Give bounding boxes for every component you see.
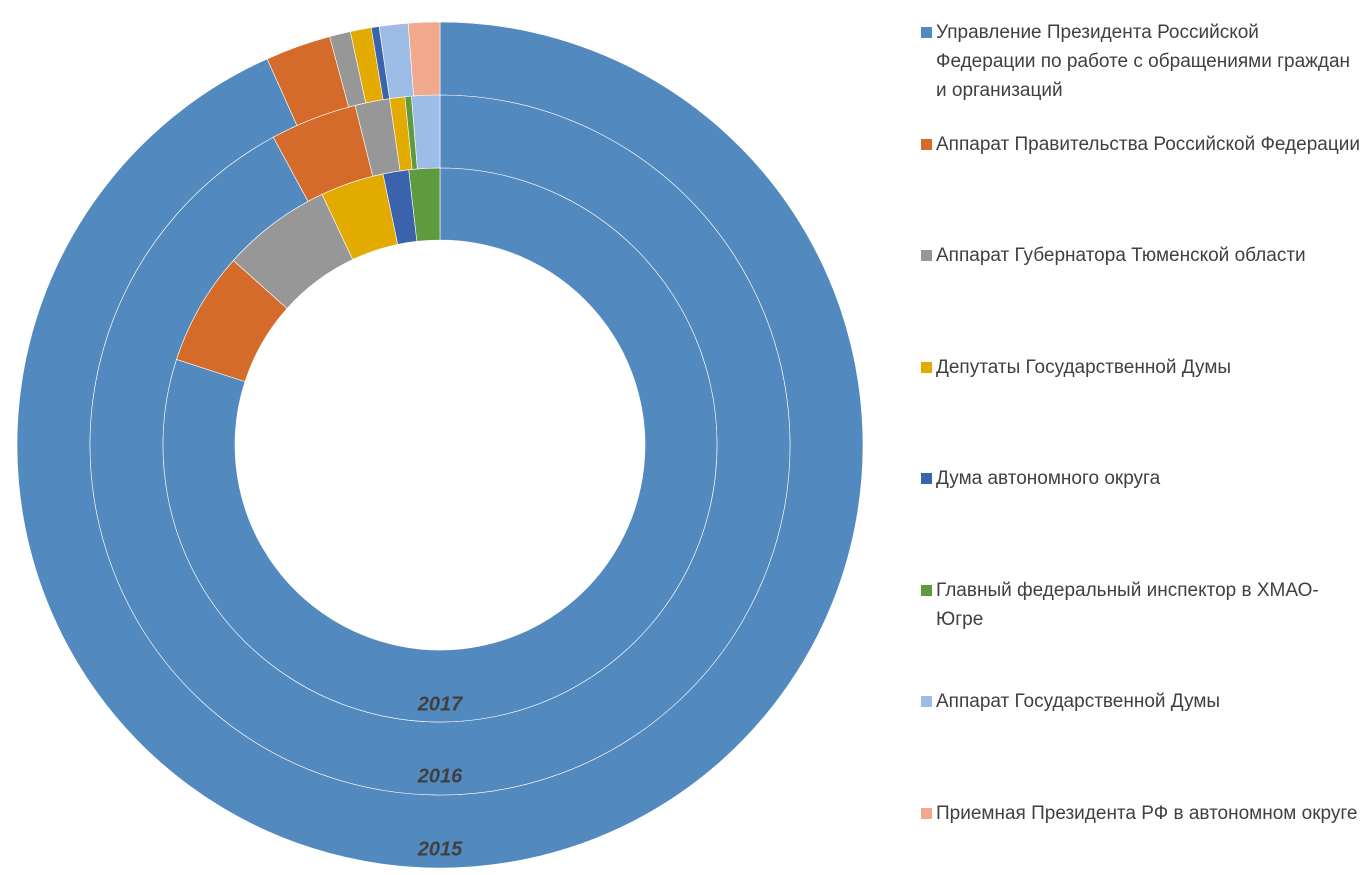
legend-swatch	[921, 584, 932, 596]
legend-label: Приемная Президента РФ в автономном окру…	[936, 802, 1358, 824]
legend-swatch	[921, 27, 932, 38]
legend-label: Аппарат Губернатора Тюменской области	[936, 245, 1306, 266]
legend-swatch	[921, 361, 932, 373]
donut-segment	[407, 21, 441, 97]
chart: 2015 2016 2017	[16, 21, 864, 869]
legend-swatch	[921, 696, 932, 707]
legend-item: Аппарат Правительства Российской Федерац…	[921, 130, 1361, 159]
legend-item: Управление Президента Российской Федерац…	[921, 18, 1361, 105]
legend-item: Главный федеральный инспектор в ХМАО-Югр…	[921, 576, 1361, 634]
legend-label: Депутаты Государственной Думы	[936, 356, 1232, 378]
legend-swatch	[921, 138, 932, 150]
legend-label: Главный федеральный инспектор в ХМАО-Югр…	[936, 579, 1319, 630]
ring-label: 2015	[417, 838, 463, 860]
donut-segment	[162, 167, 718, 723]
legend-item: Аппарат Государственной Думы	[921, 687, 1361, 716]
legend-swatch	[921, 473, 932, 484]
legend-item: Депутаты Государственной Думы	[921, 353, 1361, 382]
legend-item: Дума автономного округа	[921, 464, 1361, 493]
donut-segment	[408, 167, 441, 242]
legend-item: Аппарат Губернатора Тюменской области	[921, 241, 1361, 270]
legend-label: Аппарат Правительства Российской Федерац…	[936, 133, 1360, 155]
legend-item: Приемная Президента РФ в автономном окру…	[921, 799, 1361, 828]
legend-label: Аппарат Государственной Думы	[936, 691, 1221, 712]
legend-swatch	[921, 807, 932, 819]
legend-label: Дума автономного округа	[936, 468, 1161, 489]
ring-label: 2017	[417, 693, 463, 715]
legend-label: Управление Президента Российской Федерац…	[936, 22, 1351, 101]
ring-label: 2016	[417, 765, 463, 787]
legend-swatch	[921, 250, 932, 261]
